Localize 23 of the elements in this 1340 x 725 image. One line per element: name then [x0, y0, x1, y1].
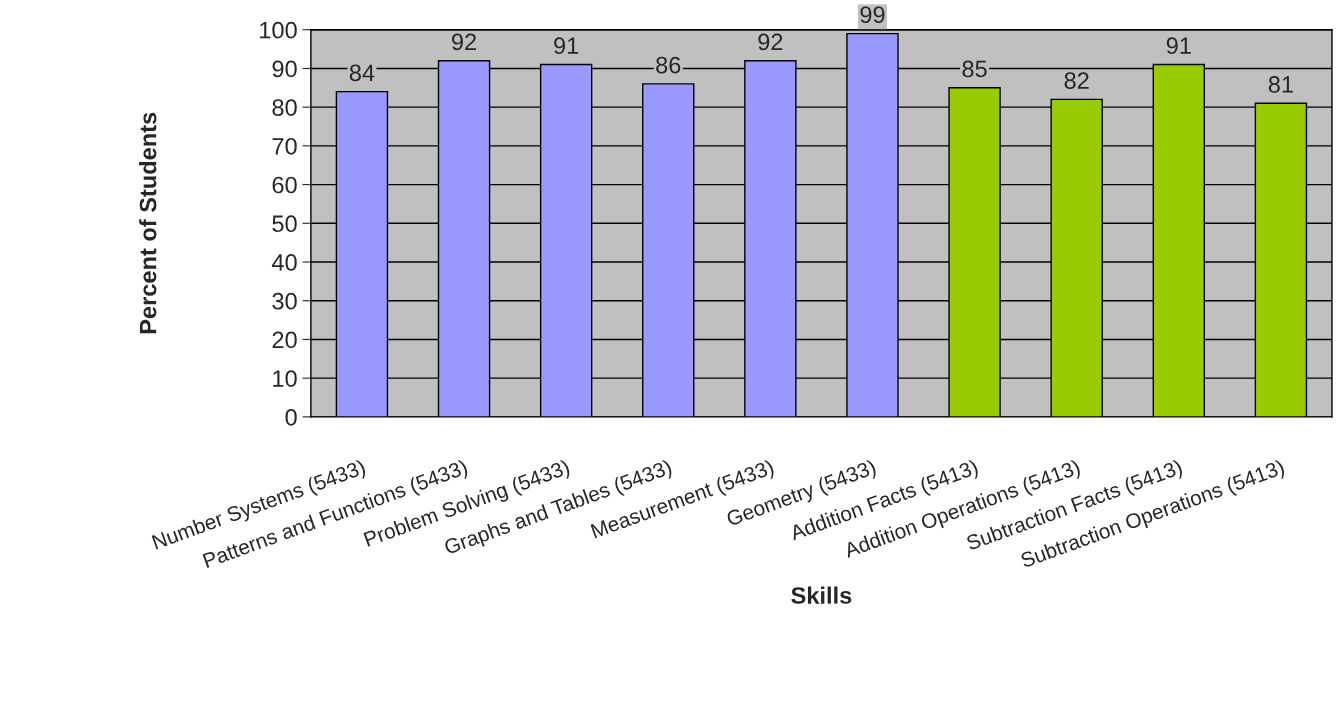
data-label: 82: [1064, 72, 1089, 89]
data-label: 85: [962, 60, 987, 78]
y-tick-label: 10: [273, 370, 297, 387]
data-label: 81: [1268, 76, 1293, 93]
data-label: 92: [758, 33, 783, 51]
data-label: 99: [860, 6, 885, 24]
y-tick-label: 40: [271, 254, 297, 271]
y-tick-label: 80: [272, 99, 297, 116]
y-tick-label: 100: [260, 21, 297, 39]
y-axis-title: Percent of Students: [139, 112, 157, 334]
y-tick-label: 50: [272, 215, 297, 233]
data-label: 91: [554, 37, 579, 55]
y-tick-label: 20: [272, 331, 297, 349]
x-axis-title: Skills: [791, 586, 852, 604]
y-tick-label: 30: [272, 292, 297, 310]
y-tick-label: 60: [272, 176, 297, 194]
y-tick-label: 90: [272, 60, 297, 78]
data-label: 86: [656, 56, 681, 74]
y-tick-label: 0: [285, 408, 297, 426]
data-label: 92: [452, 33, 476, 51]
data-label: 91: [1166, 37, 1191, 55]
data-label: 84: [349, 64, 375, 82]
y-tick-label: 70: [272, 137, 297, 155]
